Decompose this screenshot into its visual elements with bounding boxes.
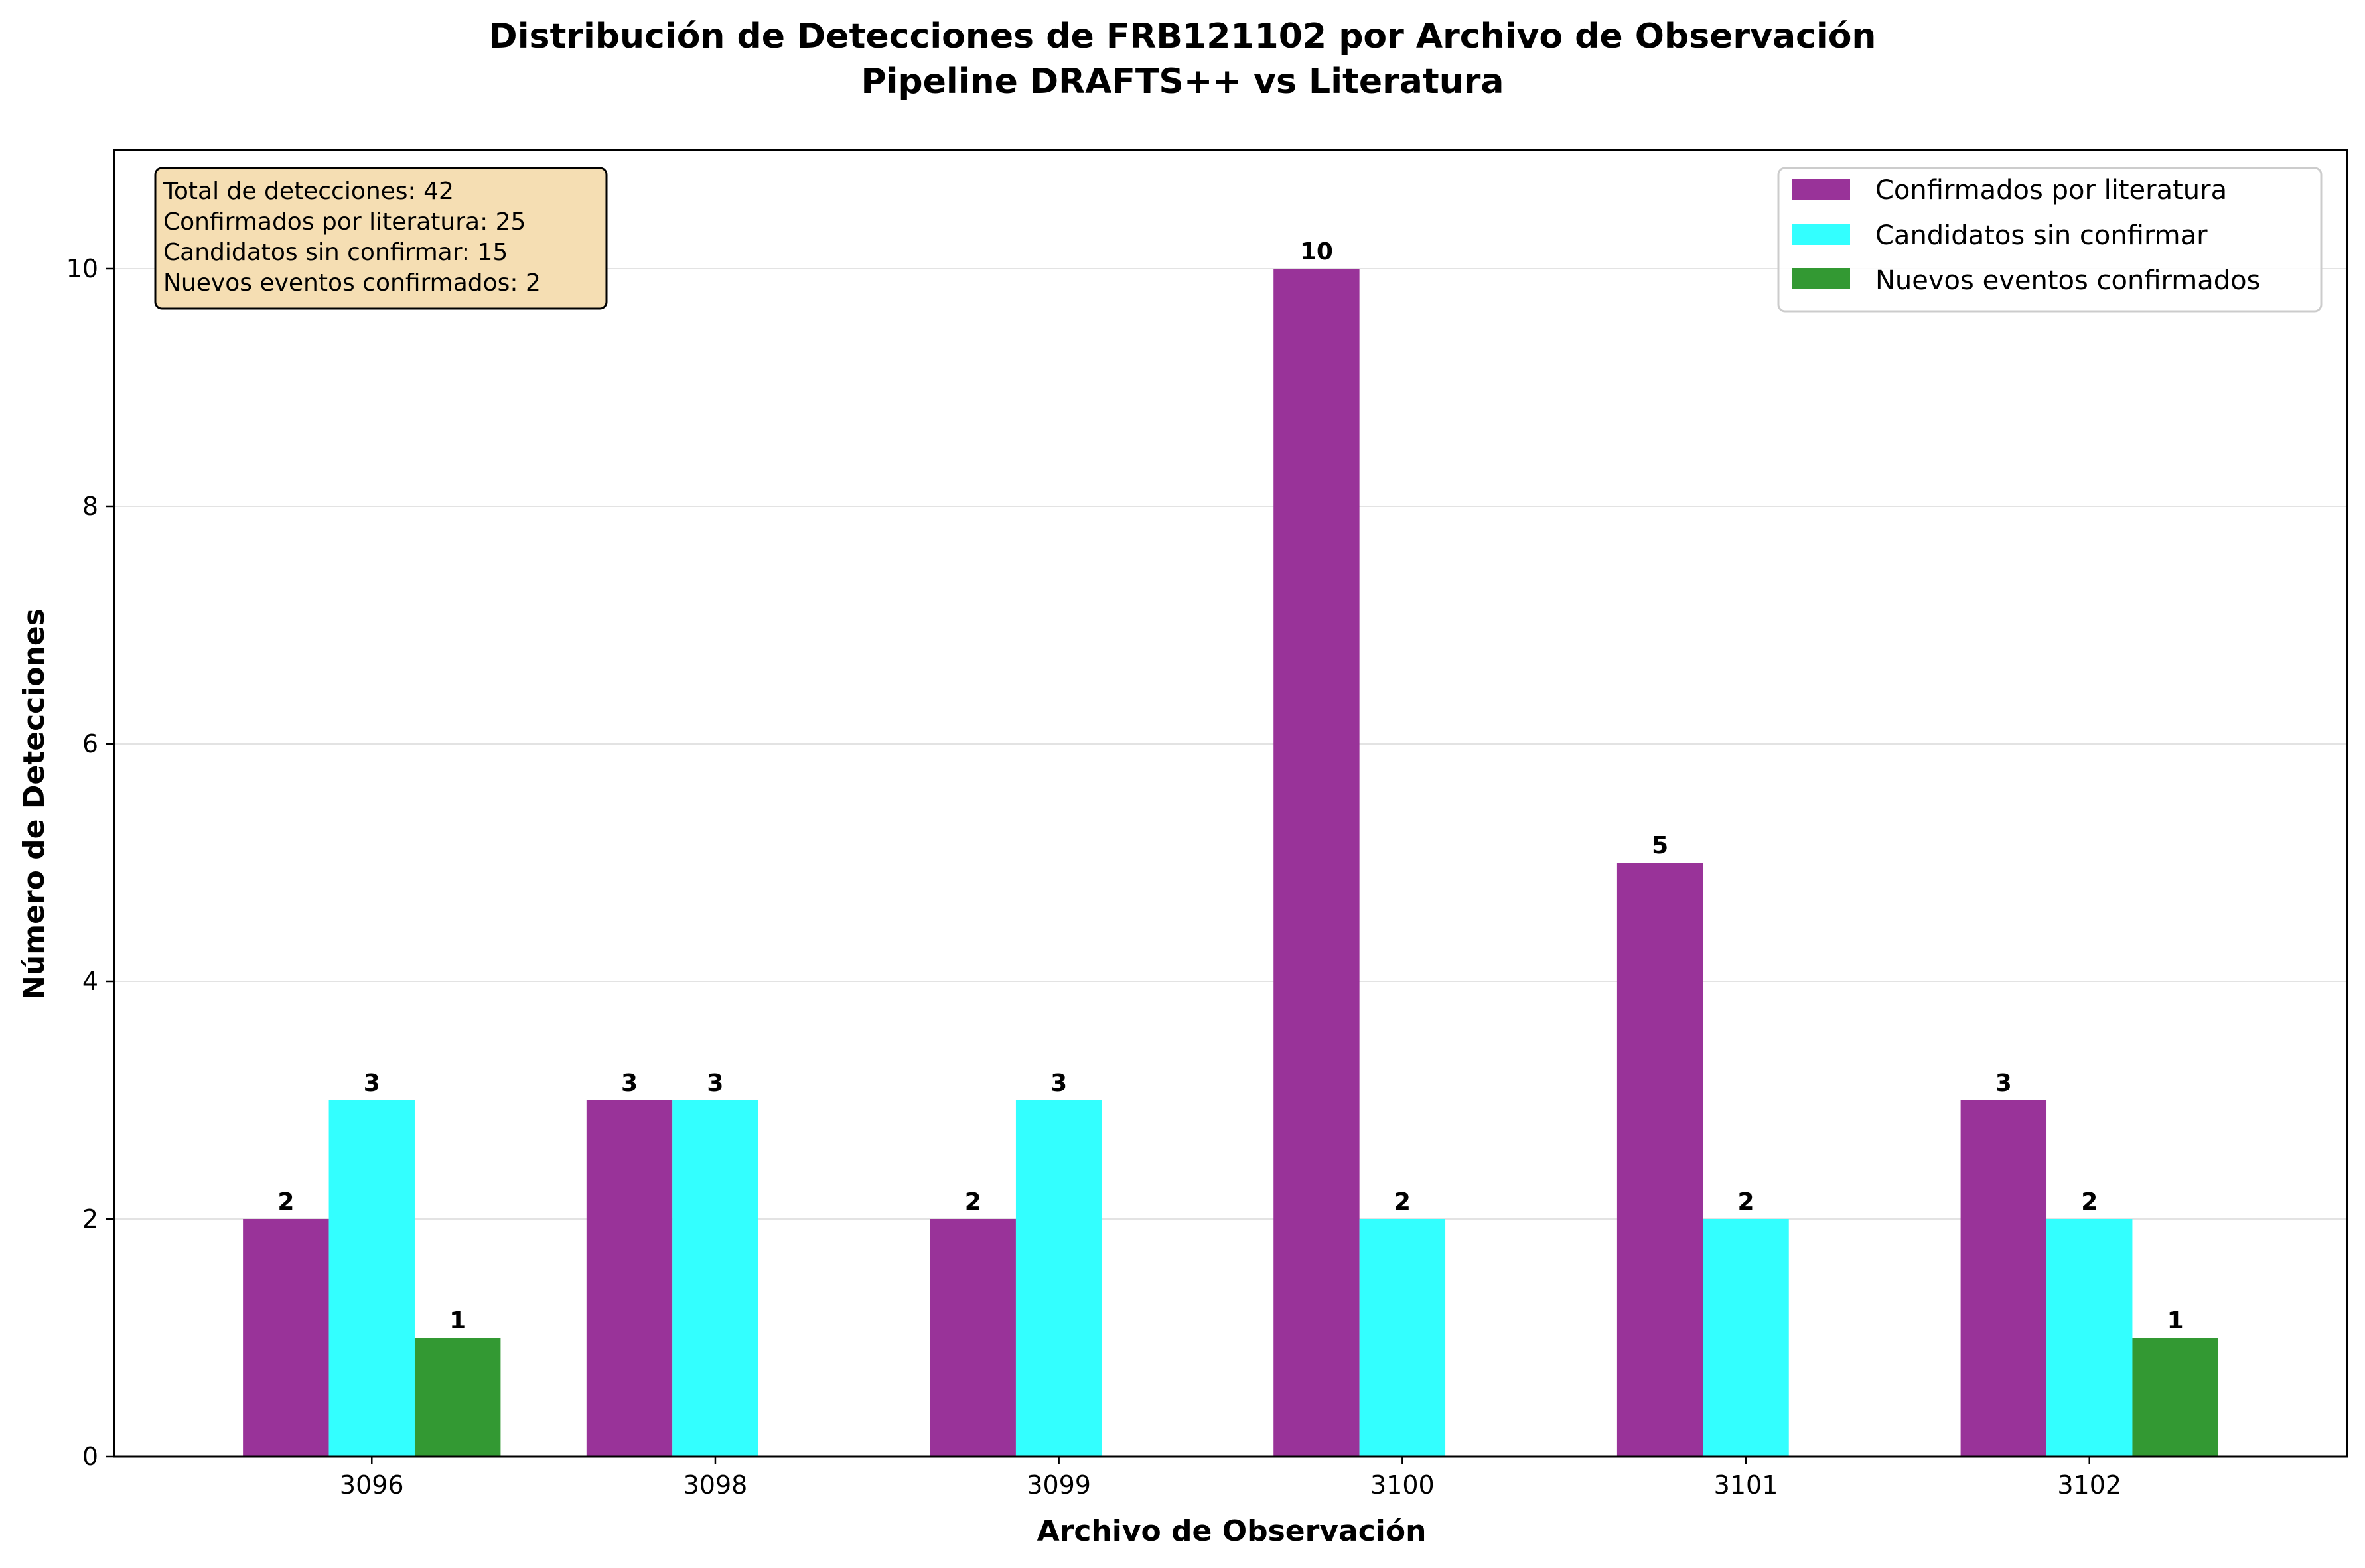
bar-value-label: 3 (621, 1070, 638, 1097)
bar-value-label: 3 (1050, 1070, 1067, 1097)
y-tick-label: 10 (66, 254, 98, 283)
stats-line: Nuevos eventos confirmados: 2 (163, 269, 541, 297)
x-tick-label: 3096 (340, 1470, 404, 1500)
x-axis-label: Archivo de Observación (1037, 1514, 1427, 1548)
bar-value-label: 10 (1300, 238, 1333, 265)
bar (1359, 1219, 1446, 1457)
bar (586, 1100, 673, 1457)
bar-value-label: 3 (364, 1070, 380, 1097)
x-tick-label: 3101 (1714, 1470, 1778, 1500)
bar-value-label: 5 (1652, 832, 1668, 859)
legend: Confirmados por literatura Candidatos si… (1777, 167, 2323, 313)
y-tick-label: 2 (82, 1204, 98, 1234)
y-tick-label: 8 (82, 492, 98, 521)
x-tick-label: 3099 (1027, 1470, 1091, 1500)
legend-label: Confirmados por literatura (1875, 175, 2227, 206)
chart-title: Distribución de Detecciones de FRB121102… (489, 17, 1877, 56)
bar-value-label: 1 (2167, 1307, 2184, 1334)
bar-value-label: 3 (1995, 1070, 2012, 1097)
stats-line: Candidatos sin confirmar: 15 (163, 239, 508, 266)
stats-box: Total de detecciones: 42 Confirmados por… (154, 167, 608, 310)
bar-value-label: 2 (1394, 1188, 1411, 1216)
x-tick-label: 3098 (683, 1470, 748, 1500)
bar-value-label: 1 (449, 1307, 466, 1334)
bar (672, 1100, 758, 1457)
y-axis-label: Número de Detecciones (17, 608, 51, 1000)
legend-swatch (1792, 179, 1850, 200)
y-tick-label: 4 (82, 967, 98, 996)
y-tick-label: 0 (82, 1442, 98, 1471)
bar (414, 1338, 501, 1457)
bar (243, 1219, 329, 1457)
y-axis-ticks: 0 2 4 6 8 10 (66, 254, 114, 1471)
bar-value-label: 2 (2081, 1188, 2098, 1216)
bar (2046, 1219, 2133, 1457)
x-tick-label: 3100 (1370, 1470, 1435, 1500)
stats-line: Total de detecciones: 42 (163, 178, 454, 205)
x-tick-label: 3102 (2057, 1470, 2121, 1500)
stats-box-background (154, 167, 608, 310)
bar (1616, 863, 1703, 1457)
bar (328, 1100, 415, 1457)
legend-label: Nuevos eventos confirmados (1875, 265, 2260, 296)
bar-value-label: 2 (965, 1188, 981, 1216)
stats-line: Confirmados por literatura: 25 (163, 208, 526, 236)
legend-label: Candidatos sin confirmar (1875, 220, 2208, 251)
bar (1703, 1219, 1789, 1457)
y-tick-label: 6 (82, 729, 98, 758)
bar (1273, 269, 1360, 1457)
bar (930, 1219, 1016, 1457)
chart-subtitle: Pipeline DRAFTS++ vs Literatura (861, 62, 1504, 102)
bar (2132, 1338, 2218, 1457)
bar (1960, 1100, 2047, 1457)
plot-area-frame (113, 149, 2348, 1458)
bar (1015, 1100, 1102, 1457)
bar-value-labels: 2 3 2 10 5 3 3 3 3 2 2 2 1 1 (277, 238, 2183, 1334)
legend-swatch (1792, 224, 1850, 245)
bar-value-label: 3 (707, 1070, 723, 1097)
legend-swatch (1792, 268, 1850, 289)
bars (243, 269, 2218, 1457)
legend-frame (1777, 167, 2323, 313)
bar-value-label: 2 (277, 1188, 294, 1216)
x-axis-ticks: 3096 3098 3099 3100 3101 3102 (340, 1457, 2121, 1500)
bar-value-label: 2 (1738, 1188, 1755, 1216)
